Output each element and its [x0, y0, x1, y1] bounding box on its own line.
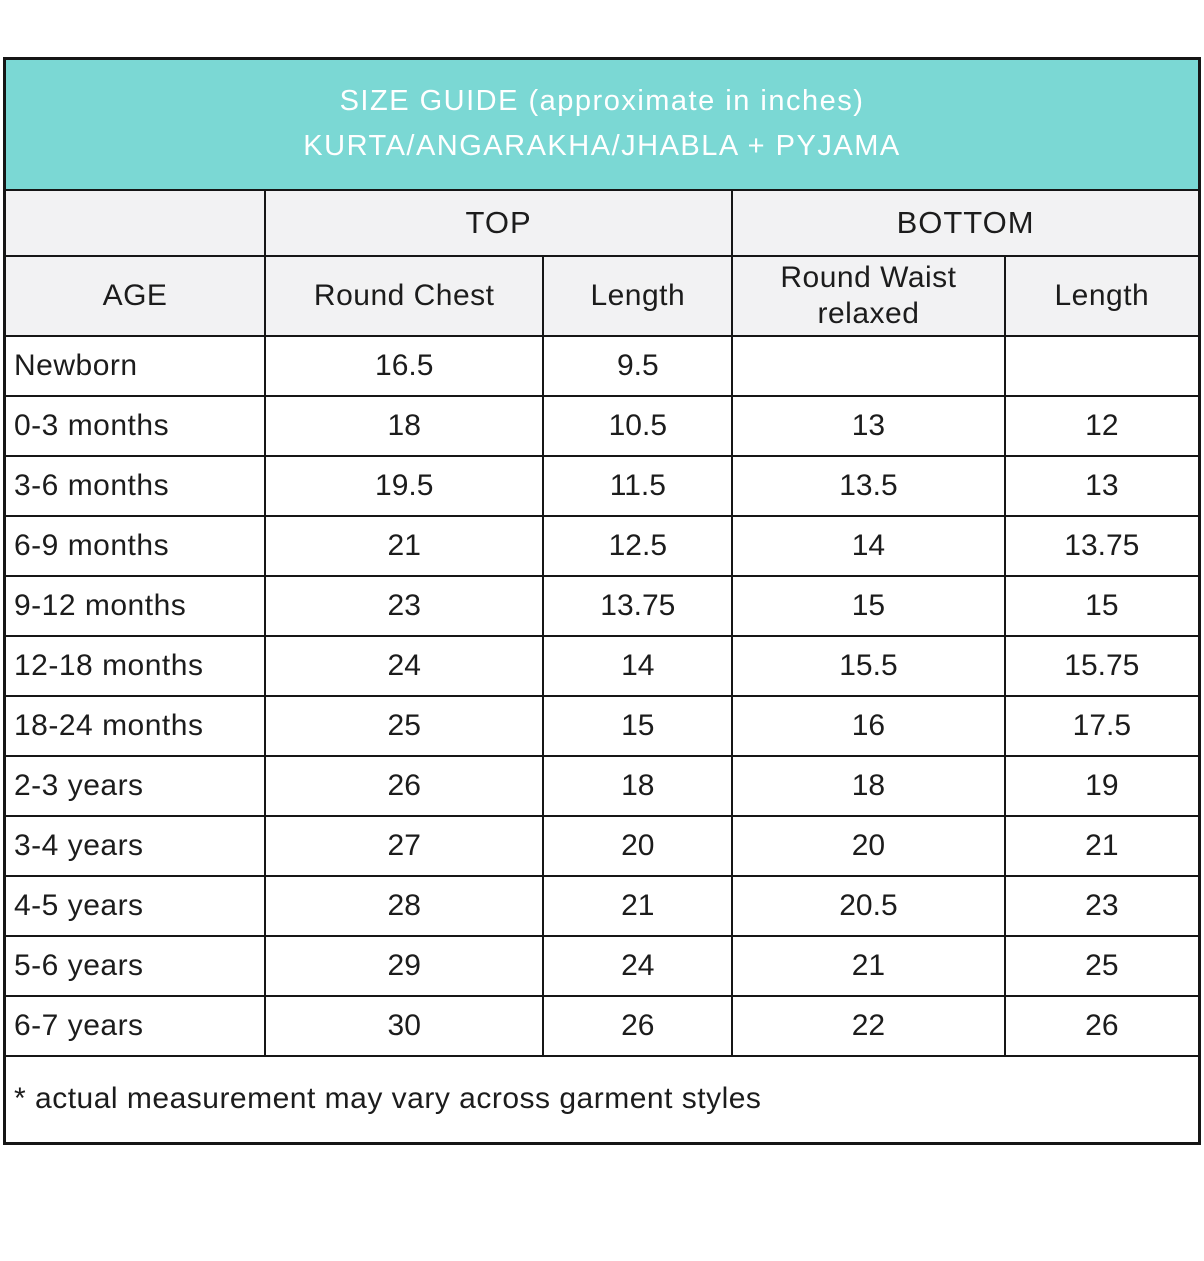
column-header-age: AGE — [3, 254, 266, 337]
round-waist-cell — [731, 334, 1006, 397]
group-header-top: TOP — [263, 188, 734, 257]
bottom-length-cell: 17.5 — [1003, 694, 1201, 757]
bottom-length-cell: 23 — [1003, 874, 1201, 937]
table-row: 3-6 months 19.5 11.5 13.5 13 — [3, 454, 1201, 517]
top-length-cell: 21 — [542, 874, 734, 937]
table-row: 9-12 months 23 13.75 15 15 — [3, 574, 1201, 637]
table-row: 18-24 months 25 15 16 17.5 — [3, 694, 1201, 757]
table-row: 6-9 months 21 12.5 14 13.75 — [3, 514, 1201, 577]
table-row: 12-18 months 24 14 15.5 15.75 — [3, 634, 1201, 697]
round-chest-cell: 29 — [263, 934, 545, 997]
table-row: Newborn 16.5 9.5 — [3, 334, 1201, 397]
round-chest-cell: 24 — [263, 634, 545, 697]
table-row: 6-7 years 30 26 22 26 — [3, 994, 1201, 1057]
age-cell: 9-12 months — [3, 574, 266, 637]
round-waist-cell: 15.5 — [731, 634, 1006, 697]
title-line-2: KURTA/ANGARAKHA/JHABLA + PYJAMA — [303, 130, 901, 163]
round-chest-cell: 30 — [263, 994, 545, 1057]
round-chest-cell: 25 — [263, 694, 545, 757]
bottom-length-cell — [1003, 334, 1201, 397]
column-header-round-chest: Round Chest — [263, 254, 545, 337]
size-guide-table: SIZE GUIDE (approximate in inches) KURTA… — [3, 57, 1201, 1145]
age-cell: 4-5 years — [3, 874, 266, 937]
age-cell: 6-9 months — [3, 514, 266, 577]
table-row: 0-3 months 18 10.5 13 12 — [3, 394, 1201, 457]
top-length-cell: 15 — [542, 694, 734, 757]
table-row: 3-4 years 27 20 20 21 — [3, 814, 1201, 877]
title-line-1: SIZE GUIDE (approximate in inches) — [339, 85, 865, 118]
round-waist-cell: 21 — [731, 934, 1006, 997]
round-chest-cell: 21 — [263, 514, 545, 577]
age-cell: 0-3 months — [3, 394, 266, 457]
round-chest-cell: 23 — [263, 574, 545, 637]
table-row: 5-6 years 29 24 21 25 — [3, 934, 1201, 997]
column-header-row: AGE Round Chest Length Round Waist relax… — [3, 254, 1201, 337]
bottom-length-cell: 21 — [1003, 814, 1201, 877]
table-title: SIZE GUIDE (approximate in inches) KURTA… — [3, 57, 1201, 191]
group-header-bottom: BOTTOM — [731, 188, 1201, 257]
footnote-text: * actual measurement may vary across gar… — [3, 1054, 1201, 1145]
top-length-cell: 12.5 — [542, 514, 734, 577]
round-chest-cell: 18 — [263, 394, 545, 457]
round-waist-cell: 20 — [731, 814, 1006, 877]
top-length-cell: 20 — [542, 814, 734, 877]
top-length-cell: 18 — [542, 754, 734, 817]
top-length-cell: 26 — [542, 994, 734, 1057]
age-cell: 2-3 years — [3, 754, 266, 817]
top-length-cell: 11.5 — [542, 454, 734, 517]
round-waist-cell: 15 — [731, 574, 1006, 637]
round-waist-cell: 18 — [731, 754, 1006, 817]
table-row: 2-3 years 26 18 18 19 — [3, 754, 1201, 817]
footnote-row: * actual measurement may vary across gar… — [3, 1054, 1201, 1145]
round-chest-cell: 28 — [263, 874, 545, 937]
round-waist-cell: 16 — [731, 694, 1006, 757]
round-waist-label-line-2: relaxed — [817, 296, 920, 330]
age-cell: 6-7 years — [3, 994, 266, 1057]
round-chest-cell: 16.5 — [263, 334, 545, 397]
column-header-top-length: Length — [542, 254, 734, 337]
bottom-length-cell: 15.75 — [1003, 634, 1201, 697]
round-chest-cell: 27 — [263, 814, 545, 877]
round-waist-cell: 20.5 — [731, 874, 1006, 937]
top-length-cell: 14 — [542, 634, 734, 697]
bottom-length-cell: 15 — [1003, 574, 1201, 637]
age-cell: 12-18 months — [3, 634, 266, 697]
column-header-round-waist: Round Waist relaxed — [731, 254, 1006, 337]
top-length-cell: 13.75 — [542, 574, 734, 637]
bottom-length-cell: 25 — [1003, 934, 1201, 997]
round-waist-label-line-1: Round Waist — [780, 260, 957, 294]
bottom-length-cell: 12 — [1003, 394, 1201, 457]
table-row: 4-5 years 28 21 20.5 23 — [3, 874, 1201, 937]
bottom-length-cell: 26 — [1003, 994, 1201, 1057]
round-chest-cell: 19.5 — [263, 454, 545, 517]
bottom-length-cell: 19 — [1003, 754, 1201, 817]
column-header-bottom-length: Length — [1003, 254, 1201, 337]
age-cell: 3-4 years — [3, 814, 266, 877]
group-header-row: TOP BOTTOM — [3, 188, 1201, 257]
title-row: SIZE GUIDE (approximate in inches) KURTA… — [3, 57, 1201, 191]
round-waist-cell: 22 — [731, 994, 1006, 1057]
round-waist-cell: 13 — [731, 394, 1006, 457]
bottom-length-cell: 13.75 — [1003, 514, 1201, 577]
group-header-empty-cell — [3, 188, 266, 257]
round-waist-cell: 14 — [731, 514, 1006, 577]
top-length-cell: 24 — [542, 934, 734, 997]
round-chest-cell: 26 — [263, 754, 545, 817]
round-waist-cell: 13.5 — [731, 454, 1006, 517]
age-cell: 5-6 years — [3, 934, 266, 997]
age-cell: 18-24 months — [3, 694, 266, 757]
top-length-cell: 10.5 — [542, 394, 734, 457]
age-cell: Newborn — [3, 334, 266, 397]
top-length-cell: 9.5 — [542, 334, 734, 397]
age-cell: 3-6 months — [3, 454, 266, 517]
bottom-length-cell: 13 — [1003, 454, 1201, 517]
